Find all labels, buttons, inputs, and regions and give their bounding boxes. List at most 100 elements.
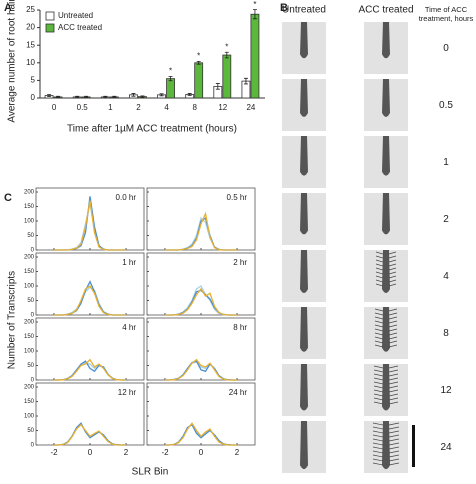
error-bar: [243, 77, 248, 85]
x-tick-label: -2: [50, 448, 58, 457]
root: [382, 193, 390, 235]
line: [165, 360, 237, 381]
y-tick-label: 150: [24, 334, 35, 340]
line: [54, 423, 126, 446]
x-tick-label: 12: [218, 103, 227, 112]
x-tick-label: 8: [192, 103, 197, 112]
root: [382, 250, 390, 294]
y-tick-label: 150: [24, 204, 35, 210]
x-tick-label: 0: [52, 103, 57, 112]
root: [300, 136, 308, 176]
root: [300, 193, 308, 235]
x-tick-label: 2: [124, 448, 129, 457]
error-bar: [196, 60, 201, 65]
error-bar: [84, 95, 89, 99]
line: [54, 358, 126, 381]
panel-letter: C: [4, 192, 12, 204]
line: [165, 358, 237, 381]
y-tick-label: 200: [24, 320, 35, 326]
y-tick-label: 0: [31, 313, 35, 319]
y-tick-label: 50: [27, 233, 34, 239]
line: [54, 286, 126, 316]
root-hairs: [372, 422, 400, 466]
root: [300, 250, 308, 294]
legend-label: ACC treated: [58, 23, 102, 32]
error-bar: [131, 93, 136, 97]
y-tick-label: 10: [26, 58, 35, 67]
x-tick-label: 0: [88, 448, 93, 457]
time-label: 4: [443, 271, 449, 282]
y-tick-label: 5: [31, 76, 36, 85]
significance-marker: *: [169, 67, 172, 76]
x-tick-label: 4: [164, 103, 169, 112]
root: [382, 421, 390, 470]
legend-label: Untreated: [58, 11, 93, 20]
bar: [166, 78, 175, 99]
line: [165, 289, 237, 316]
time-label: 1: [443, 157, 449, 168]
root: [382, 22, 390, 59]
panel-label: 2 hr: [233, 258, 247, 267]
scale-bar: [412, 425, 415, 467]
x-tick-label: 2: [235, 448, 240, 457]
y-tick-label: 0: [31, 93, 36, 102]
panel-label: 1 hr: [122, 258, 136, 267]
significance-marker: *: [197, 52, 200, 61]
root: [300, 22, 308, 59]
error-bar: [187, 93, 192, 96]
y-tick-label: 100: [24, 414, 35, 420]
panel-label: 4 hr: [122, 323, 136, 332]
root: [300, 364, 308, 411]
x-tick-label: 2: [136, 103, 141, 112]
error-bar: [140, 95, 145, 98]
panel-letter: A: [4, 2, 12, 14]
y-tick-label: 50: [27, 298, 34, 304]
panel-label: 0.0 hr: [116, 193, 137, 202]
line: [54, 285, 126, 316]
line: [54, 361, 126, 381]
error-bar: [168, 76, 173, 82]
panel-label: 12 hr: [118, 388, 137, 397]
column-header: ACC treated: [358, 5, 413, 16]
line: [54, 422, 126, 446]
y-tick-label: 50: [27, 363, 34, 369]
error-bar: [47, 94, 52, 97]
legend-swatch: [45, 11, 55, 21]
y-tick-label: 50: [27, 428, 34, 434]
y-tick-label: 200: [24, 385, 35, 391]
y-tick-label: 25: [26, 5, 35, 14]
root: [382, 79, 390, 117]
x-axis-title: Time after 1µM ACC treatment (hours): [67, 124, 237, 135]
bar: [250, 13, 260, 99]
root: [382, 136, 390, 176]
time-label: 0.5: [439, 100, 453, 111]
x-tick-label: 1: [108, 103, 113, 112]
y-tick-label: 150: [24, 269, 35, 275]
y-tick-label: 15: [26, 40, 35, 49]
root-hairs: [373, 365, 399, 405]
error-bar: [215, 83, 220, 90]
x-axis-title: SLR Bin: [132, 467, 169, 478]
significance-marker: *: [253, 0, 256, 9]
y-tick-label: 100: [24, 349, 35, 355]
x-tick-label: 24: [246, 103, 255, 112]
legend-swatch: [45, 23, 55, 33]
error-bar: [103, 95, 108, 99]
time-label: 12: [440, 385, 452, 396]
bar: [222, 54, 232, 99]
time-label: 2: [443, 214, 449, 225]
x-tick-label: -2: [161, 448, 169, 457]
line: [54, 423, 126, 446]
error-bar: [159, 93, 164, 97]
panel-label: 24 hr: [229, 388, 248, 397]
time-header: Time of ACC: [425, 5, 468, 14]
y-axis-title: Average number of root hairs: [7, 0, 18, 123]
x-tick-label: 0: [199, 448, 204, 457]
significance-marker: *: [225, 42, 228, 51]
line: [165, 422, 237, 446]
y-tick-label: 20: [26, 23, 35, 32]
root-hairs: [374, 308, 398, 348]
line: [54, 203, 126, 251]
y-tick-label: 0: [31, 248, 35, 254]
